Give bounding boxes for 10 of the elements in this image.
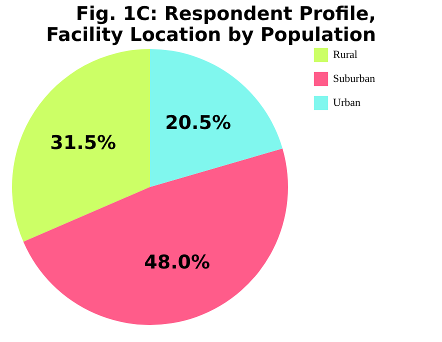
chart-title: Fig. 1C: Respondent Profile, Facility Location by Population: [46, 3, 376, 46]
data-label: 31.5%: [50, 132, 116, 154]
legend-label: Rural: [333, 49, 358, 61]
pie-slice: [23, 148, 288, 325]
pie-slice: [150, 49, 283, 187]
legend-label: Urban: [333, 97, 361, 109]
data-label: 48.0%: [144, 251, 210, 274]
legend-label: Suburban: [333, 73, 376, 85]
pie-slice: [12, 49, 150, 242]
data-label: 20.5%: [165, 112, 231, 134]
